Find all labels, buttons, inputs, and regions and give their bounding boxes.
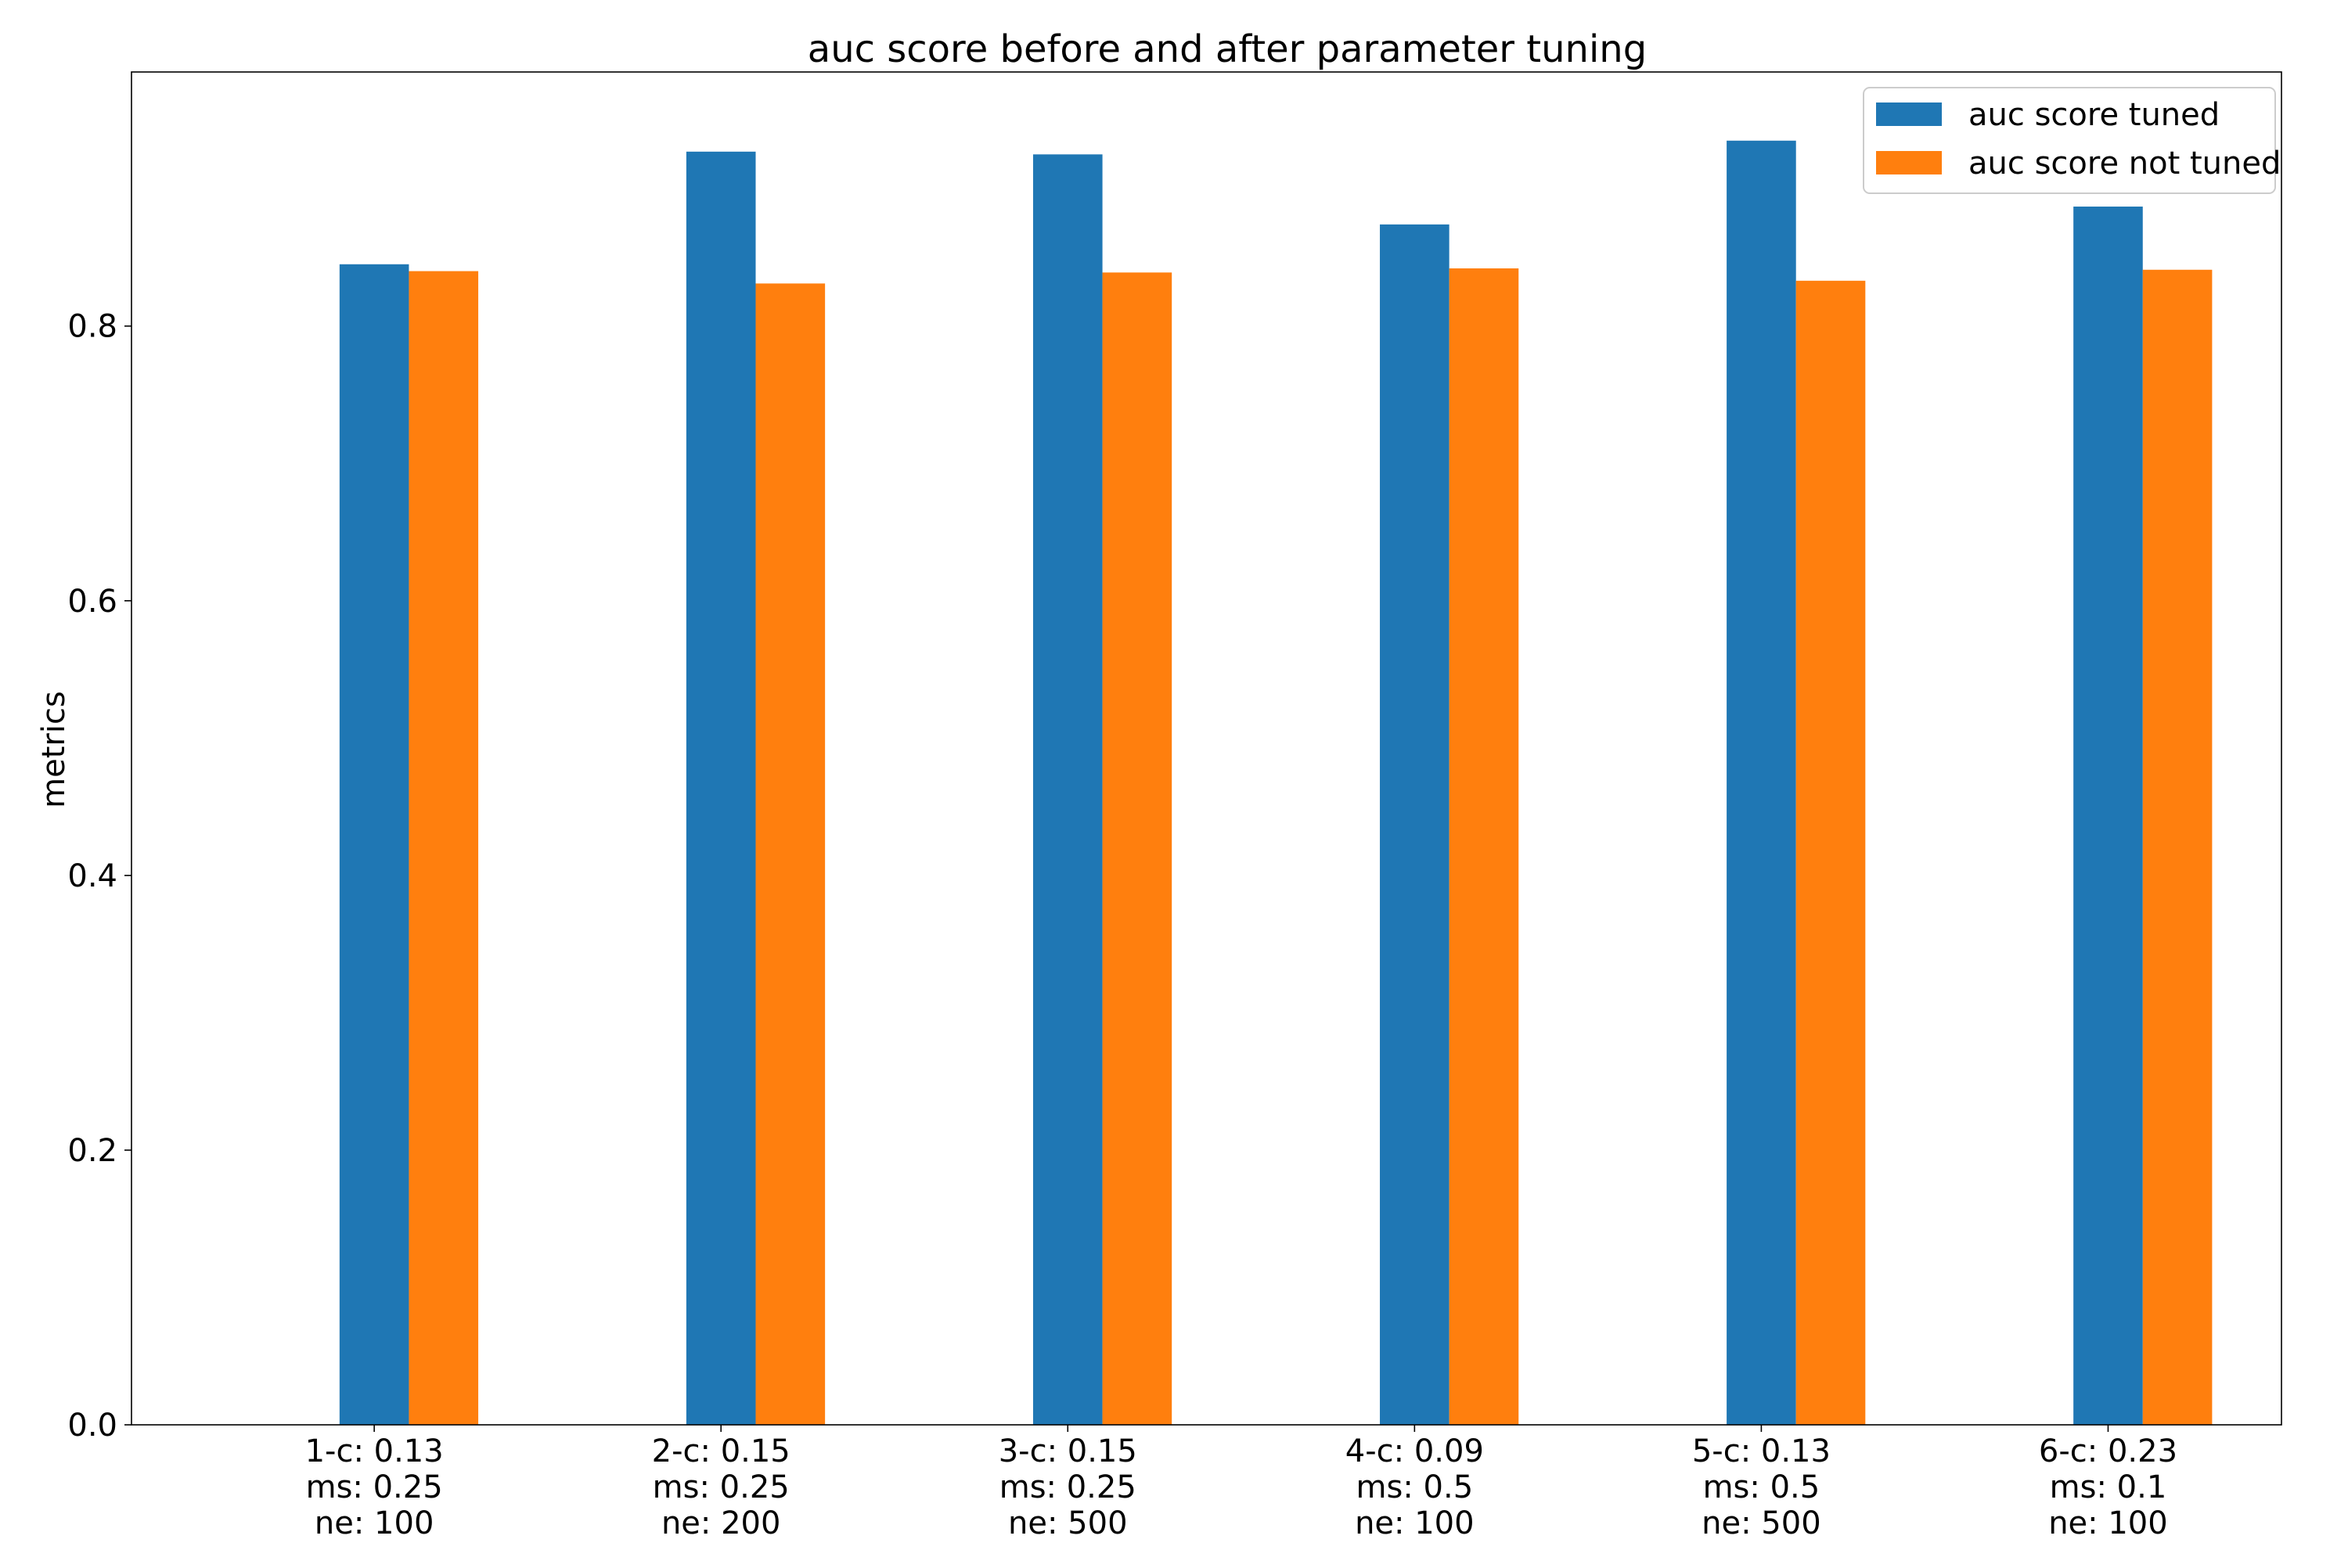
legend-label-tuned: auc score tuned [1968,97,2220,133]
bar-tuned-3 [1032,154,1103,1425]
bar-tuned-1 [339,264,409,1425]
y-tick-label: 0.8 [67,309,117,345]
y-axis-label: metrics [36,691,72,808]
x-tick-label: 2-c: 0.15 ms: 0.25 ne: 200 [652,1433,790,1541]
legend-swatch-tuned [1876,102,1942,126]
x-tick-label: 1-c: 0.13 ms: 0.25 ne: 100 [305,1433,444,1541]
y-tick-label: 0.6 [67,584,117,620]
y-tick-label: 0.2 [67,1133,117,1169]
axes-layer: 0.0 0.2 0.4 0.6 0.8 1-c: 0.13 ms: 0.25 ne: 100 2… [67,71,2282,1541]
legend: auc score tuned auc score not tuned [1863,87,2281,194]
plot-frame [131,71,2282,1426]
x-tick-label: 5-c: 0.13 ms: 0.5 ne: 500 [1692,1433,1831,1541]
chart-title: auc score before and after parameter tun… [808,27,1647,71]
bar-tuned-2 [686,151,756,1426]
bar-tuned-4 [1380,224,1449,1426]
bar-tuned-6 [2073,207,2143,1425]
bar-not-tuned-6 [2142,269,2213,1425]
bar-not-tuned-1 [409,271,479,1426]
bar-tuned-5 [1727,140,1796,1426]
bar-not-tuned-5 [1795,280,1866,1425]
y-tick-label: 0.0 [67,1408,117,1444]
y-tick-label: 0.4 [67,858,117,894]
bar-not-tuned-4 [1449,268,1519,1425]
bar-not-tuned-3 [1102,272,1172,1425]
bar-not-tuned-2 [755,283,826,1425]
bars-layer [339,140,2213,1426]
x-tick-label: 3-c: 0.15 ms: 0.25 ne: 500 [999,1433,1137,1541]
legend-box [1863,87,2276,194]
legend-label-not-tuned: auc score not tuned [1968,146,2281,182]
legend-swatch-not-tuned [1876,151,1942,174]
x-tick-label: 4-c: 0.09 ms: 0.5 ne: 100 [1345,1433,1484,1541]
x-tick-label: 6-c: 0.23 ms: 0.1 ne: 100 [2039,1433,2177,1541]
